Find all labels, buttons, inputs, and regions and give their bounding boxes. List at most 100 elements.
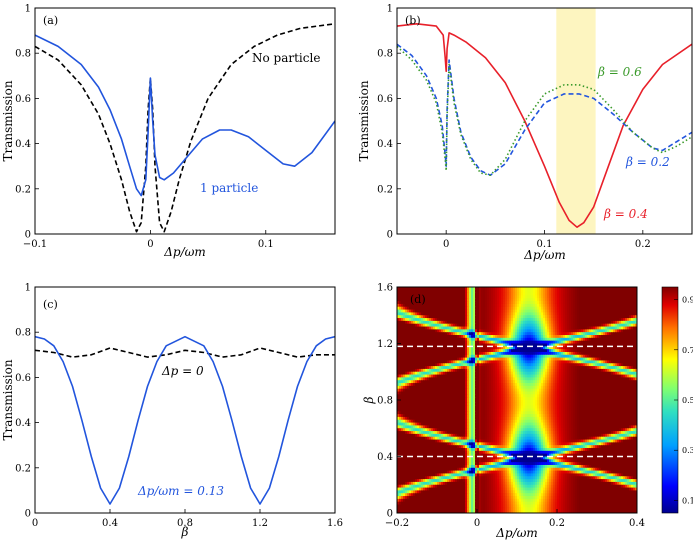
heatmap-cell	[579, 309, 582, 314]
heatmap-cell	[447, 343, 450, 347]
heatmap-cell	[483, 289, 486, 294]
heatmap-cell	[551, 332, 554, 336]
heatmap-cell	[455, 346, 458, 350]
heatmap-cell	[549, 377, 552, 381]
heatmap-cell	[497, 312, 500, 316]
heatmap-cell	[565, 354, 568, 359]
heatmap-cell	[625, 332, 628, 336]
heatmap-cell	[567, 371, 570, 376]
heatmap-cell	[487, 326, 490, 330]
heatmap-cell	[435, 349, 438, 353]
heatmap-cell	[583, 351, 586, 356]
heatmap-cell	[459, 287, 462, 291]
heatmap-cell	[585, 320, 588, 325]
heatmap-cell	[503, 349, 506, 353]
heatmap-cell	[485, 292, 488, 297]
heatmap-cell	[451, 349, 454, 353]
heatmap-cell	[457, 329, 460, 333]
heatmap-cell	[421, 371, 424, 376]
heatmap-cell	[447, 309, 450, 314]
heatmap-cell	[529, 326, 532, 330]
heatmap-cell	[533, 298, 536, 302]
heatmap-cell	[443, 394, 446, 398]
heatmap-cell	[537, 363, 540, 367]
heatmap-cell	[497, 292, 500, 297]
heatmap-cell	[541, 292, 544, 297]
heatmap-cell	[561, 363, 564, 367]
heatmap-cell	[625, 377, 628, 381]
heatmap-cell	[545, 400, 548, 404]
heatmap-cell	[585, 287, 588, 291]
heatmap-cell	[627, 332, 630, 336]
heatmap-cell	[561, 315, 564, 319]
heatmap-cell	[617, 287, 620, 291]
heatmap-cell	[545, 349, 548, 353]
heatmap-cell	[577, 351, 580, 356]
heatmap-cell	[461, 332, 464, 336]
heatmap-cell	[575, 335, 578, 339]
heatmap-cell	[589, 301, 592, 305]
heatmap-cell	[585, 329, 588, 333]
heatmap-cell	[459, 394, 462, 398]
heatmap-cell	[477, 346, 480, 350]
heatmap-cell	[423, 351, 426, 356]
heatmap-cell	[517, 323, 520, 328]
heatmap-cell	[591, 371, 594, 376]
heatmap-cell	[475, 388, 478, 393]
heatmap-cell	[413, 366, 416, 370]
heatmap-cell	[611, 394, 614, 398]
heatmap-cell	[499, 360, 502, 364]
heatmap-cell	[465, 320, 468, 325]
heatmap-cell	[437, 329, 440, 333]
heatmap-cell	[595, 391, 598, 395]
heatmap-cell	[543, 343, 546, 347]
heatmap-cell	[473, 383, 476, 387]
heatmap-cell	[619, 360, 622, 364]
heatmap-cell	[441, 374, 444, 378]
heatmap-cell	[459, 349, 462, 353]
heatmap-cell	[545, 380, 548, 384]
heatmap-cell	[451, 346, 454, 350]
heatmap-cell	[449, 323, 452, 328]
heatmap-cell	[587, 335, 590, 339]
heatmap-cell	[585, 298, 588, 302]
heatmap-cell	[439, 360, 442, 364]
heatmap-cell	[601, 298, 604, 302]
heatmap-cell	[411, 391, 414, 395]
heatmap-cell	[605, 377, 608, 381]
heatmap-cell	[535, 394, 538, 398]
heatmap-cell	[513, 400, 516, 404]
heatmap-cell	[459, 371, 462, 376]
heatmap-cell	[597, 349, 600, 353]
heatmap-cell	[423, 385, 426, 390]
heatmap-cell	[529, 337, 532, 342]
heatmap-cell	[547, 340, 550, 345]
heatmap-cell	[605, 360, 608, 364]
heatmap-cell	[525, 346, 528, 350]
heatmap-cell	[417, 400, 420, 404]
heatmap-cell	[557, 318, 560, 322]
heatmap-cell	[585, 337, 588, 342]
heatmap-cell	[469, 400, 472, 404]
heatmap-cell	[439, 306, 442, 311]
heatmap-cell	[495, 298, 498, 302]
heatmap-cell	[473, 357, 476, 362]
heatmap-cell	[581, 357, 584, 362]
heatmap-cell	[611, 315, 614, 319]
heatmap-cell	[427, 374, 430, 378]
heatmap-cell	[543, 312, 546, 316]
heatmap-cell	[447, 298, 450, 302]
heatmap-cell	[499, 303, 502, 308]
heatmap-cell	[451, 320, 454, 325]
heatmap-cell	[629, 298, 632, 302]
heatmap-cell	[575, 298, 578, 302]
heatmap-cell	[605, 343, 608, 347]
heatmap-cell	[587, 323, 590, 328]
heatmap-cell	[625, 326, 628, 330]
heatmap-cell	[501, 377, 504, 381]
heatmap-cell	[579, 349, 582, 353]
heatmap-cell	[471, 354, 474, 359]
heatmap-cell	[435, 292, 438, 297]
heatmap-cell	[519, 287, 522, 291]
heatmap-cell	[497, 391, 500, 395]
